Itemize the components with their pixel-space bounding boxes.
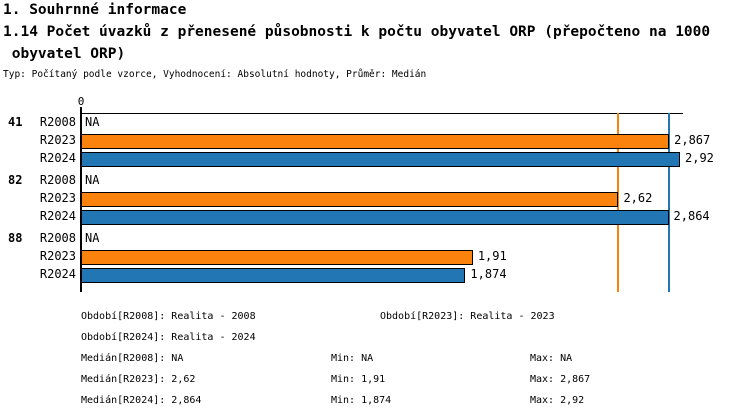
legend-max-r2024: Max: 2,92 — [530, 395, 585, 406]
chart-meta: Typ: Počítaný podle vzorce, Vyhodnocení:… — [3, 69, 427, 80]
median-R2023-line — [617, 113, 620, 292]
legend-max-r2008: Max: NA — [530, 353, 573, 364]
bar-r2023 — [81, 250, 473, 265]
bar-value-label: 2,62 — [623, 191, 653, 205]
row-label: R2024 — [39, 209, 76, 223]
bar-r2023 — [81, 134, 670, 149]
group-label: 82 — [8, 173, 23, 187]
row-label: R2008 — [39, 115, 76, 129]
legend-min-r2008: Min: NA — [331, 353, 374, 364]
legend-median-r2024: Medián[R2024]: 2,864 — [81, 395, 202, 406]
row-label: R2008 — [39, 173, 76, 187]
bar-r2024 — [81, 268, 466, 283]
row-label: R2023 — [39, 191, 76, 205]
bar-chart: 0 41 R2008 NA R2023 2,867 R2024 2,92 82 R2008 NA R… — [8, 95, 714, 292]
row-label: R2024 — [39, 267, 76, 281]
legend-period-r2023: Období[R2023]: Realita - 2023 — [380, 311, 555, 322]
row-label: R2008 — [39, 231, 76, 245]
row-label: R2023 — [39, 249, 76, 263]
row-label: R2023 — [39, 133, 76, 147]
legend-period-r2024: Období[R2024]: Realita - 2024 — [81, 332, 256, 343]
group-label: 41 — [8, 115, 23, 129]
bar-value-label: 1,91 — [477, 249, 507, 263]
bar-value-label: 2,867 — [674, 133, 711, 147]
bar-r2023 — [81, 192, 619, 207]
bar-value-label: 2,92 — [685, 151, 714, 165]
chart-title-line1: 1.14 Počet úvazků z přenesené působnosti… — [3, 24, 711, 40]
x-axis-line — [81, 113, 683, 114]
bar-value-label: 1,874 — [470, 267, 507, 281]
median-R2024-line — [667, 113, 670, 292]
chart-title-line2: obyvatel ORP) — [3, 46, 126, 62]
legend-median-r2008: Medián[R2008]: NA — [81, 353, 184, 364]
legend-min-r2024: Min: 1,874 — [331, 395, 392, 406]
x-axis-tick-label: 0 — [77, 95, 85, 108]
bar-value-label: 2,864 — [673, 209, 710, 223]
row-label: R2024 — [39, 151, 76, 165]
section-title: 1. Souhrnné informace — [3, 2, 187, 18]
legend-max-r2023: Max: 2,867 — [530, 374, 591, 385]
bar-r2024 — [81, 210, 669, 225]
na-value: NA — [85, 173, 100, 187]
na-value: NA — [85, 115, 100, 129]
legend-min-r2023: Min: 1,91 — [331, 374, 386, 385]
group-label: 88 — [8, 231, 23, 245]
legend-period-r2008: Období[R2008]: Realita - 2008 — [81, 311, 256, 322]
bar-r2024 — [81, 152, 680, 167]
na-value: NA — [85, 231, 100, 245]
legend-median-r2023: Medián[R2023]: 2,62 — [81, 374, 196, 385]
